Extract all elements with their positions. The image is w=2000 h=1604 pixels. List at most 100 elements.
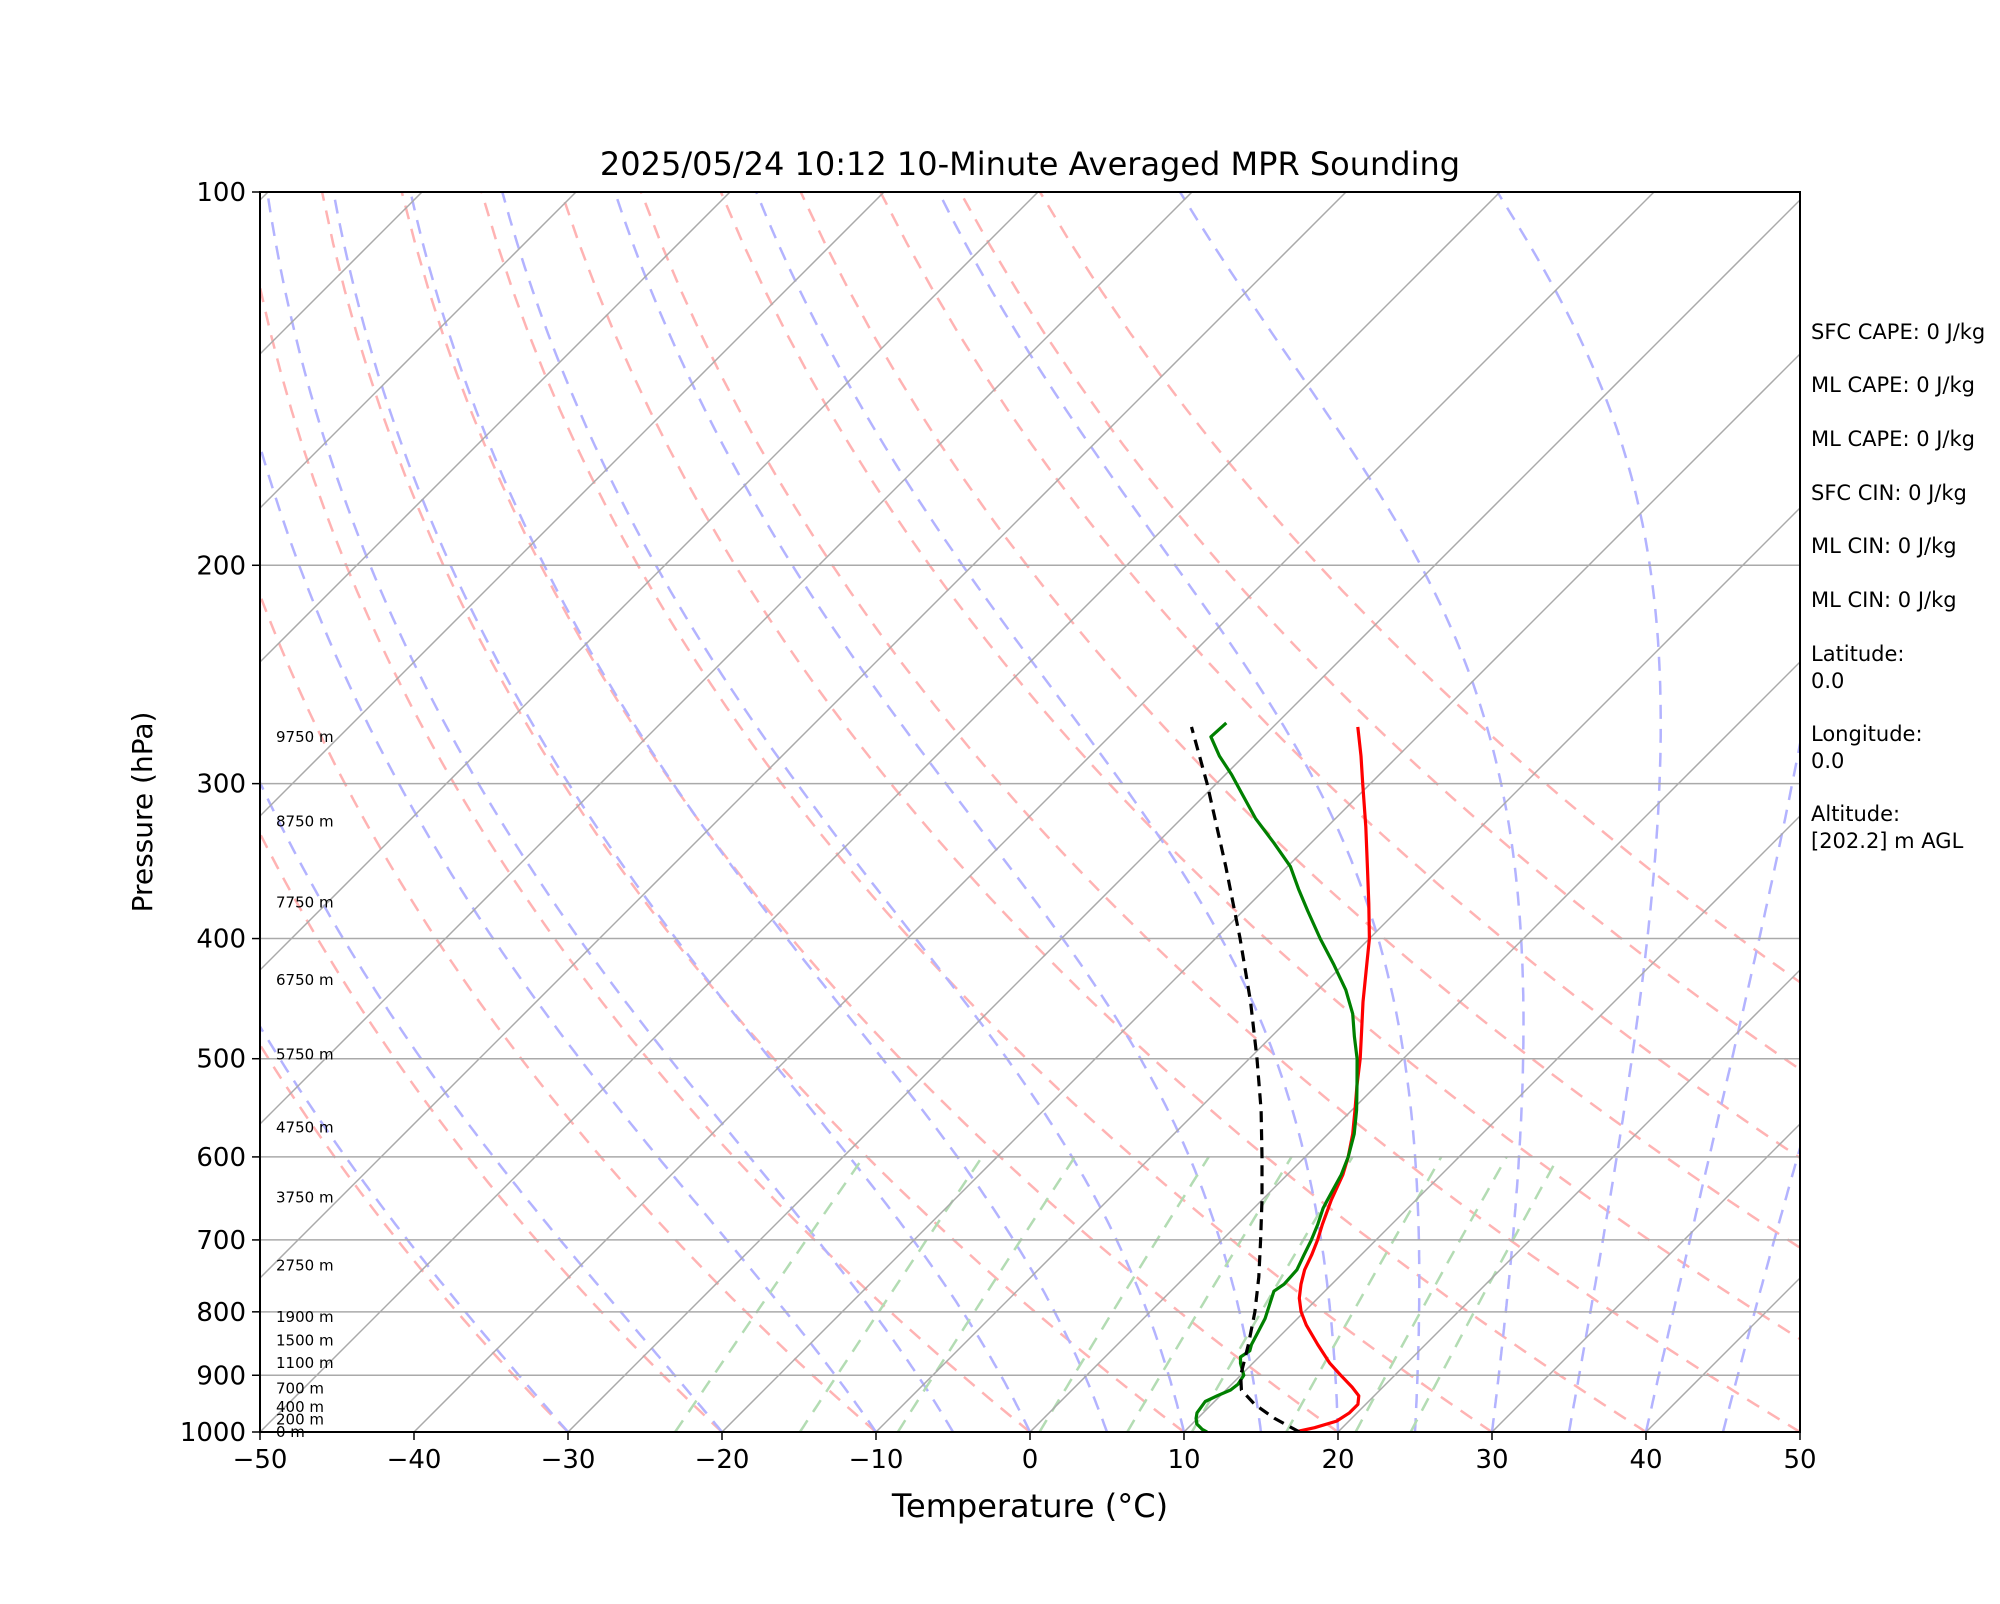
moist-adiabat-line bbox=[937, 192, 1421, 1432]
x-tick-label: −30 bbox=[541, 1445, 596, 1475]
height-label: 3750 m bbox=[276, 1189, 334, 1207]
moist-adiabat-line bbox=[1178, 192, 1525, 1432]
dry-adiabat-line bbox=[639, 192, 1800, 1432]
x-tick-label: −10 bbox=[849, 1445, 904, 1475]
x-tick-label: −50 bbox=[233, 1445, 288, 1475]
moist-adiabat-line bbox=[755, 192, 1340, 1432]
y-tick-label: 100 bbox=[196, 178, 246, 208]
y-tick-label: 500 bbox=[196, 1045, 246, 1075]
y-tick-label: 600 bbox=[196, 1143, 246, 1173]
mixing-ratio-line bbox=[1409, 1156, 1560, 1432]
moist-adiabat-line bbox=[409, 192, 1109, 1432]
dry-adiabat-line bbox=[959, 192, 1800, 1071]
x-tick-label: −40 bbox=[387, 1445, 442, 1475]
annotation-text: Altitude: [202.2] m AGL bbox=[1811, 802, 1964, 853]
isotherm-line bbox=[1491, 1122, 1800, 1432]
isotherm-line bbox=[721, 352, 1800, 1432]
isotherm-line bbox=[260, 192, 577, 510]
dry-adiabat-line bbox=[879, 192, 1800, 1160]
isotherm-line bbox=[1337, 968, 1800, 1432]
y-tick-label: 300 bbox=[196, 770, 246, 800]
moist-adiabat-line bbox=[332, 192, 1032, 1432]
profile-line bbox=[1194, 721, 1359, 1432]
dry-adiabat-line bbox=[560, 192, 1647, 1432]
dry-adiabat-line bbox=[260, 830, 723, 1432]
isotherm-line bbox=[260, 192, 1039, 972]
plot-frame bbox=[259, 191, 1801, 1433]
chart-title: 2025/05/24 10:12 10-Minute Averaged MPR … bbox=[600, 145, 1460, 183]
height-label: 8750 m bbox=[276, 813, 334, 831]
isotherm-line bbox=[567, 198, 1800, 1432]
x-tick-label: 10 bbox=[1167, 1445, 1200, 1475]
dry-adiabat-line bbox=[799, 192, 1800, 1250]
annotation-text: Latitude: 0.0 bbox=[1811, 642, 1905, 693]
profile-line bbox=[1294, 726, 1371, 1432]
y-axis-label: Pressure (hPa) bbox=[126, 712, 159, 913]
x-tick-label: −20 bbox=[695, 1445, 750, 1475]
moist-adiabat-line bbox=[260, 1024, 569, 1432]
moist-adiabat-line bbox=[613, 192, 1263, 1432]
x-tick-label: 40 bbox=[1629, 1445, 1662, 1475]
dry-adiabat-line bbox=[480, 192, 1493, 1432]
isotherm-line bbox=[260, 192, 1347, 1280]
annotation-text: SFC CAPE: 0 J/kg bbox=[1811, 320, 1985, 344]
x-tick-label: 0 bbox=[1022, 1445, 1039, 1475]
annotation-text: ML CIN: 0 J/kg bbox=[1811, 534, 1957, 558]
mixing-ratio-line bbox=[1038, 1156, 1210, 1432]
height-label: 2750 m bbox=[276, 1256, 334, 1274]
height-label: 1500 m bbox=[276, 1332, 334, 1350]
y-tick-label: 800 bbox=[196, 1298, 246, 1328]
height-label: 0 m bbox=[276, 1423, 305, 1441]
mixing-ratio-line bbox=[1126, 1156, 1293, 1432]
height-label: 9750 m bbox=[276, 728, 334, 746]
height-label: 4750 m bbox=[276, 1118, 334, 1136]
annotation-text: ML CAPE: 0 J/kg bbox=[1811, 427, 1975, 451]
dry-adiabat-line bbox=[260, 280, 1031, 1432]
x-tick-label: 30 bbox=[1475, 1445, 1508, 1475]
annotation-text: SFC CIN: 0 J/kg bbox=[1811, 481, 1967, 505]
isotherm-line bbox=[413, 192, 1655, 1432]
height-label: 1900 m bbox=[276, 1308, 334, 1326]
height-label: 400 m bbox=[276, 1398, 324, 1416]
x-tick-label: 50 bbox=[1783, 1445, 1816, 1475]
dry-adiabat-line bbox=[320, 192, 1185, 1432]
dry-adiabat-line bbox=[400, 192, 1339, 1432]
mixing-ratio-line bbox=[1190, 1156, 1354, 1432]
isotherm-line bbox=[260, 192, 731, 664]
height-label: 6750 m bbox=[276, 971, 334, 989]
height-label: 5750 m bbox=[276, 1045, 334, 1063]
isotherm-line bbox=[1183, 814, 1800, 1432]
isotherm-line bbox=[260, 192, 1501, 1432]
moist-adiabat-line bbox=[266, 192, 955, 1432]
y-tick-label: 400 bbox=[196, 925, 246, 955]
isotherm-line bbox=[260, 192, 1193, 1126]
mixing-ratio-line bbox=[1354, 1156, 1508, 1432]
dry-adiabat-line bbox=[260, 1042, 569, 1432]
dry-adiabat-line bbox=[260, 591, 877, 1432]
annotation-text: ML CAPE: 0 J/kg bbox=[1811, 373, 1975, 397]
height-label: 1100 m bbox=[276, 1354, 334, 1372]
moist-adiabat-line bbox=[1496, 192, 1662, 1432]
y-tick-label: 200 bbox=[196, 551, 246, 581]
annotation-text: Longitude: 0.0 bbox=[1811, 722, 1923, 773]
height-label: 700 m bbox=[276, 1379, 324, 1397]
mixing-ratio-line bbox=[896, 1156, 1076, 1432]
dry-adiabat-line bbox=[719, 192, 1800, 1341]
isotherm-line bbox=[0, 192, 114, 1432]
mixing-ratio-line bbox=[674, 1156, 865, 1432]
y-tick-label: 900 bbox=[196, 1361, 246, 1391]
profile-line bbox=[1189, 726, 1301, 1432]
height-label: 7750 m bbox=[276, 893, 334, 911]
x-tick-label: 20 bbox=[1321, 1445, 1354, 1475]
annotation-text: ML CIN: 0 J/kg bbox=[1811, 588, 1957, 612]
x-axis-label: Temperature (°C) bbox=[891, 1487, 1168, 1525]
y-tick-label: 700 bbox=[196, 1226, 246, 1256]
y-tick-label: 1000 bbox=[180, 1418, 246, 1448]
isotherm-line bbox=[260, 192, 885, 818]
moist-adiabat-line bbox=[260, 441, 878, 1432]
isotherm-line bbox=[875, 506, 1800, 1432]
mixing-ratio-line bbox=[798, 1156, 984, 1432]
height-label: 200 m bbox=[276, 1410, 324, 1428]
moist-adiabat-line bbox=[260, 779, 723, 1432]
